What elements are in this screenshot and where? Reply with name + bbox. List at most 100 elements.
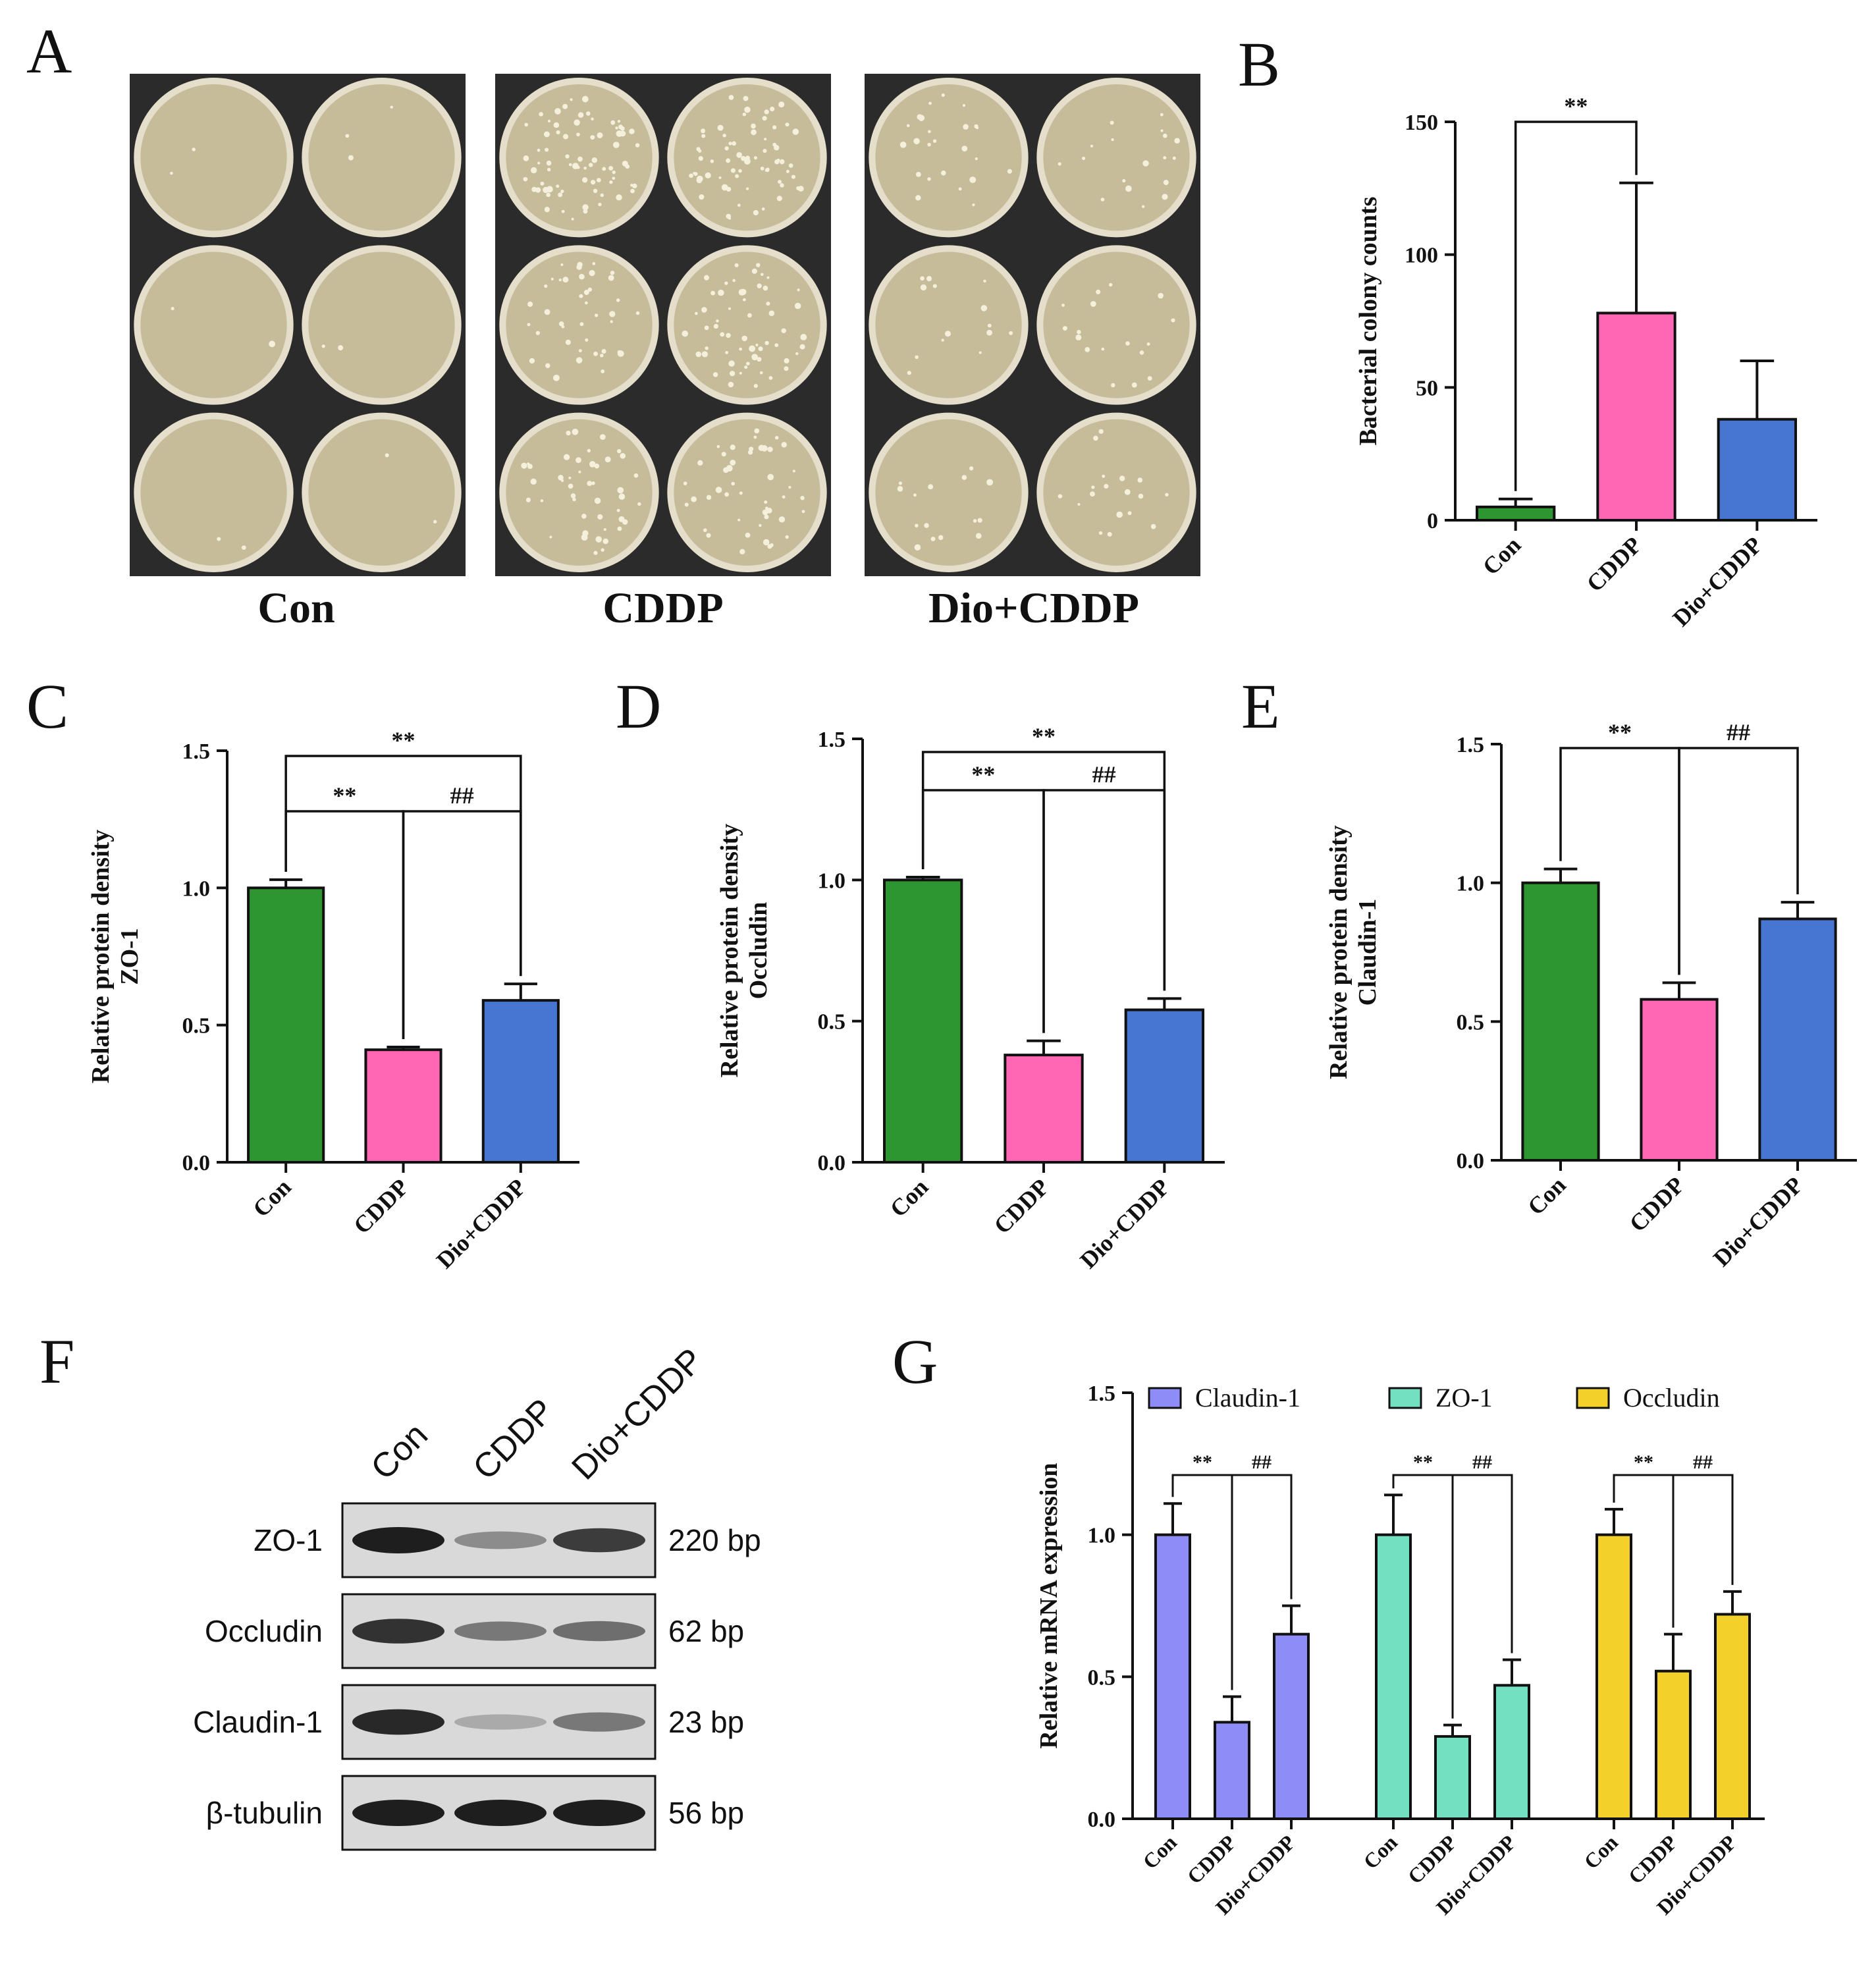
bacterial-colony	[1062, 326, 1067, 331]
protein-label: β-tubulin	[206, 1796, 323, 1830]
bacterial-colony	[792, 470, 795, 473]
bacterial-colony	[637, 502, 641, 506]
bacterial-colony	[760, 166, 764, 171]
bacterial-colony	[761, 273, 764, 277]
bacterial-colony	[594, 497, 601, 504]
bacterial-colony	[913, 493, 917, 497]
plate-agar	[140, 84, 287, 231]
bacterial-colony	[578, 470, 581, 473]
bacterial-colony	[726, 465, 733, 472]
bacterial-colony	[974, 124, 978, 129]
bacterial-colony	[558, 475, 564, 481]
bacterial-colony	[593, 188, 598, 194]
x-tick-label: CDDP	[1582, 531, 1647, 597]
bacterial-colony	[1108, 282, 1113, 287]
x-tick-label: Con	[1579, 1830, 1622, 1873]
y-axis-label: Relative protein density	[716, 824, 743, 1078]
bacterial-colony	[622, 519, 628, 525]
bar-occludin	[1595, 1533, 1632, 1821]
bar-con	[1521, 881, 1600, 1162]
bacterial-colony	[973, 519, 977, 523]
bacterial-colony	[581, 177, 588, 183]
significance-bracket	[1514, 121, 1638, 491]
bacterial-colony	[530, 167, 537, 174]
bacterial-colony	[701, 134, 706, 138]
bacterial-colony	[1104, 483, 1109, 489]
bacterial-colony	[523, 155, 529, 161]
blot-band	[352, 1527, 444, 1553]
bacterial-colony	[930, 536, 936, 541]
x-tick-label: Con	[1138, 1830, 1181, 1873]
bacterial-colony	[980, 305, 988, 311]
y-tick-label: 1.5	[182, 739, 211, 764]
bacterial-colony	[1090, 301, 1096, 307]
bacterial-colony	[591, 481, 595, 485]
bacterial-colony	[969, 466, 974, 471]
y-tick-label: 0.5	[818, 1010, 846, 1035]
bacterial-colony	[589, 270, 595, 277]
bacterial-colony	[563, 134, 569, 140]
bar-claudin-1	[1154, 1533, 1191, 1821]
bacterial-colony	[729, 371, 736, 377]
bacterial-colony	[722, 134, 726, 138]
bacterial-colony	[348, 155, 354, 161]
bacterial-colony	[612, 176, 616, 180]
bar-dio-cddp	[1717, 417, 1798, 522]
bacterial-colony	[585, 338, 589, 342]
bacterial-colony	[782, 495, 786, 499]
bacterial-colony	[610, 271, 615, 275]
bacterial-colony	[732, 279, 736, 282]
bacterial-colony	[535, 331, 540, 335]
bacterial-colony	[1009, 331, 1013, 335]
bacterial-colony	[757, 357, 762, 362]
bacterial-colony	[616, 508, 620, 512]
bacterial-colony	[969, 176, 977, 183]
bacterial-colony	[603, 538, 609, 545]
bacterial-colony	[717, 124, 724, 131]
bacterial-colony	[599, 434, 606, 441]
bacterial-colony	[705, 172, 711, 178]
bacterial-colony	[1093, 435, 1098, 441]
panel-letter-f: F	[40, 1326, 74, 1397]
lane-header: Con	[363, 1416, 435, 1487]
bacterial-colony	[737, 203, 741, 207]
blot-band	[454, 1800, 547, 1826]
bacterial-colony	[550, 277, 554, 281]
bacterial-colony	[774, 145, 780, 151]
x-tick-label: Dio+CDDP	[1708, 1171, 1808, 1272]
bacterial-colony	[781, 328, 786, 333]
bacterial-colony	[928, 484, 934, 490]
bacterial-colony	[767, 446, 773, 452]
bacterial-colony	[741, 335, 747, 342]
bacterial-colony	[1131, 382, 1137, 388]
plate-agar	[1043, 419, 1190, 566]
bacterial-colony	[1162, 194, 1168, 200]
bacterial-colony	[751, 354, 759, 361]
bacterial-colony	[1138, 493, 1144, 499]
bacterial-colony	[761, 207, 765, 211]
bacterial-colony	[558, 192, 563, 198]
bacterial-colony	[1111, 138, 1114, 142]
bacterial-colony	[778, 180, 782, 184]
bacterial-colony	[597, 178, 601, 182]
bacterial-colony	[544, 309, 550, 315]
bacterial-colony	[217, 537, 221, 541]
significance-label: ##	[1727, 719, 1750, 745]
bar-cddp	[1640, 998, 1719, 1162]
bacterial-colony	[987, 323, 992, 328]
bacterial-colony	[801, 510, 805, 514]
y-tick-label: 1.0	[182, 876, 211, 901]
bacterial-colony	[915, 355, 919, 360]
x-tick-label: CDDP	[989, 1173, 1054, 1239]
band-size-label: 56 bp	[668, 1796, 744, 1830]
bacterial-colony	[710, 290, 716, 296]
bacterial-colony	[705, 346, 709, 350]
bacterial-colony	[1107, 531, 1112, 537]
y-tick-label: 0.0	[182, 1151, 211, 1175]
bacterial-colony	[572, 163, 579, 170]
bacterial-colony	[1091, 485, 1095, 489]
bacterial-colony	[601, 369, 605, 373]
bacterial-colony	[1077, 502, 1081, 506]
bacterial-colony	[720, 332, 725, 337]
